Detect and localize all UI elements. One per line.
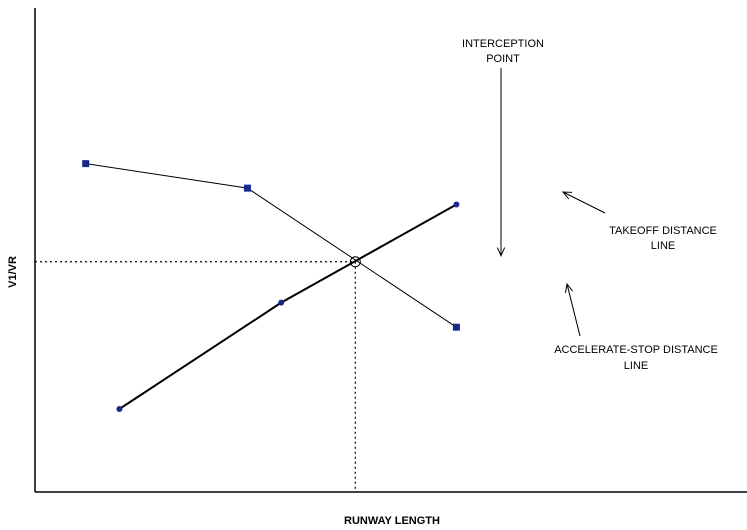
series-layer <box>82 160 460 412</box>
accelerate-label-line1: ACCELERATE-STOP DISTANCE <box>554 344 718 356</box>
y-axis-title: V1/VR <box>7 256 19 288</box>
data-point-accelerate-stop-2 <box>452 323 460 331</box>
data-point-accelerate-stop-0 <box>82 160 90 168</box>
series-line-accelerate-stop <box>85 163 457 328</box>
data-point-takeoff-2 <box>453 201 460 208</box>
interception-label-line2: POINT <box>486 53 520 65</box>
data-point-takeoff-1 <box>278 299 285 306</box>
data-point-accelerate-stop-1 <box>243 184 251 192</box>
interception-arrow <box>496 68 506 257</box>
accelerate-arrow <box>564 282 581 337</box>
takeoff-arrow <box>561 191 606 214</box>
annotation-arrows <box>496 68 606 337</box>
takeoff-label-line1: TAKEOFF DISTANCE <box>609 225 717 237</box>
accelerate-label-line2: LINE <box>624 360 648 372</box>
intersection-marker <box>349 256 361 268</box>
takeoff-label-line2: LINE <box>651 240 675 252</box>
interception-label-line1: INTERCEPTION <box>462 38 544 50</box>
series-line-takeoff <box>118 203 457 410</box>
data-point-takeoff-0 <box>116 406 123 412</box>
x-axis-title: RUNWAY LENGTH <box>344 515 440 527</box>
